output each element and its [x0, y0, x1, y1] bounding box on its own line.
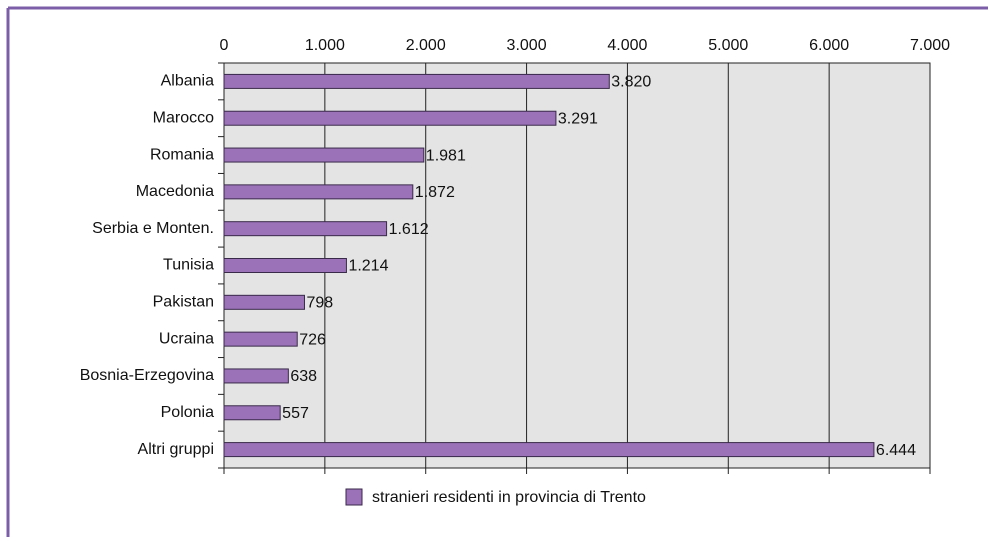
y-tick-label: Altri gruppi — [138, 441, 214, 458]
y-tick-label: Serbia e Monten. — [92, 220, 214, 237]
y-tick-label: Bosnia-Erzegovina — [80, 367, 214, 384]
bar — [223, 73, 610, 89]
x-tick-label: 2.000 — [406, 37, 446, 54]
y-tick-label: Ucraina — [159, 330, 214, 347]
data-label: 1.214 — [348, 258, 388, 275]
x-tick-label: 1.000 — [305, 37, 345, 54]
data-label: 3.820 — [611, 74, 651, 91]
data-label: 726 — [299, 331, 326, 348]
bar — [223, 294, 305, 310]
x-tick-label: 4.000 — [607, 37, 647, 54]
data-label: 1.872 — [415, 184, 455, 201]
x-tick-label: 3.000 — [507, 37, 547, 54]
bar — [223, 331, 298, 347]
x-tick-label: 7.000 — [910, 37, 950, 54]
legend-label: stranieri residenti in provincia di Tren… — [372, 489, 646, 506]
y-tick-label: Marocco — [153, 109, 214, 126]
y-tick-label: Albania — [161, 73, 214, 90]
bar — [223, 405, 281, 421]
y-tick-label: Tunisia — [163, 257, 214, 274]
bar — [223, 442, 875, 458]
data-label: 557 — [282, 405, 309, 422]
legend-swatch — [345, 488, 363, 506]
data-label: 638 — [290, 368, 317, 385]
bar — [223, 147, 425, 163]
x-tick-label: 5.000 — [708, 37, 748, 54]
y-tick-label: Pakistan — [153, 294, 214, 311]
data-label: 6.444 — [876, 442, 916, 459]
y-tick-label: Macedonia — [136, 183, 214, 200]
bar — [223, 184, 414, 200]
y-tick-label: Romania — [150, 146, 214, 163]
x-tick-label: 6.000 — [809, 37, 849, 54]
bar — [223, 258, 347, 273]
bar — [223, 110, 557, 126]
bar — [223, 221, 388, 237]
data-label: 1.612 — [389, 221, 429, 238]
bar — [223, 368, 289, 384]
x-tick-label: 0 — [220, 37, 229, 54]
data-label: 3.291 — [558, 110, 598, 127]
data-label: 798 — [306, 295, 333, 312]
y-tick-label: Polonia — [161, 404, 214, 421]
data-label: 1.981 — [426, 147, 466, 164]
